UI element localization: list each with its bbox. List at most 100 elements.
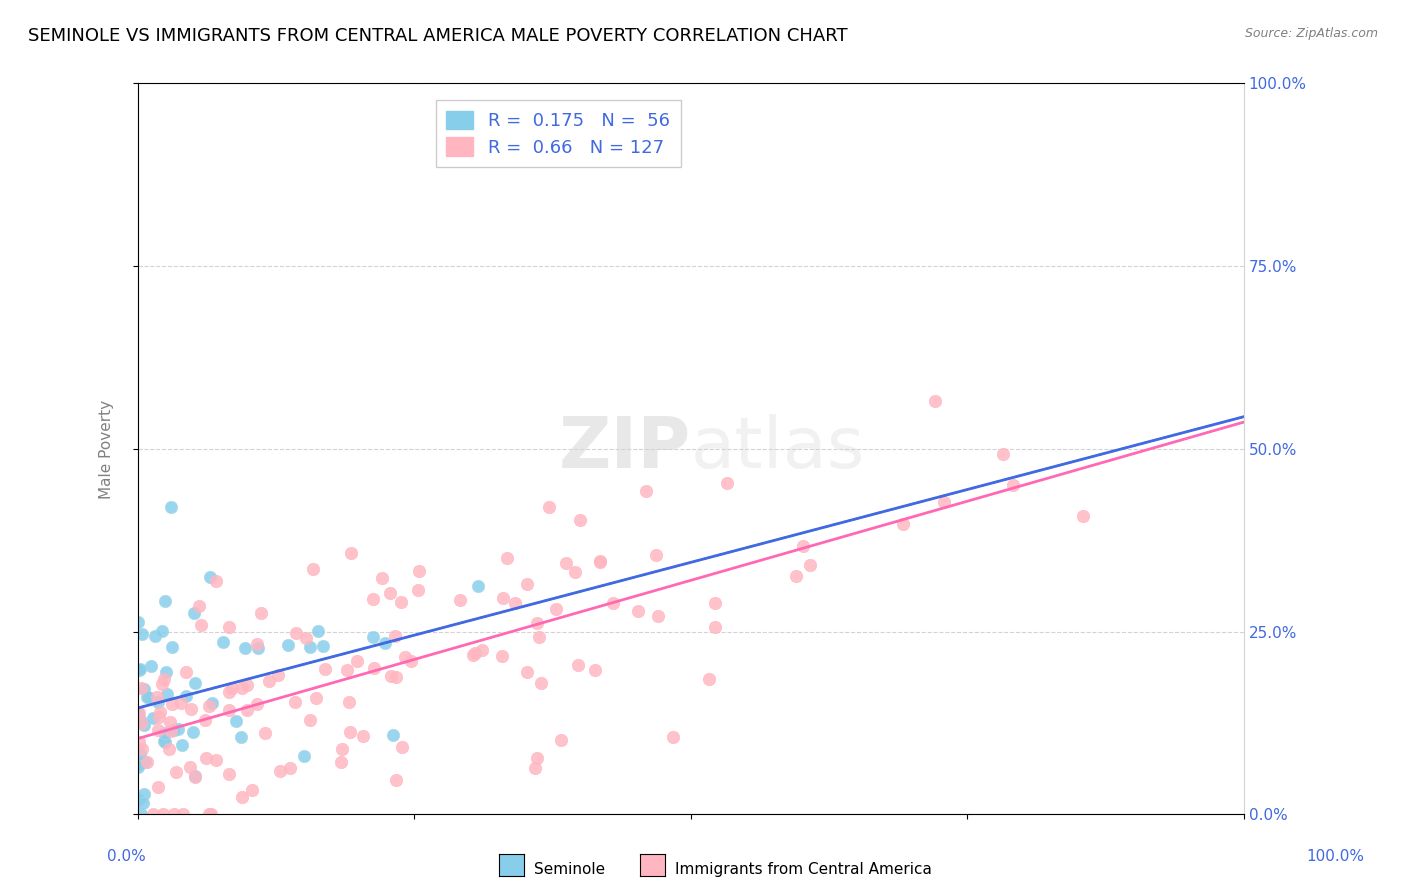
Point bbox=[194, 751, 217, 765]
Point bbox=[127, 615, 149, 630]
Point bbox=[174, 689, 197, 703]
Point bbox=[194, 713, 217, 727]
Point bbox=[277, 638, 299, 652]
Point bbox=[1001, 478, 1024, 492]
Point bbox=[180, 702, 202, 716]
Point bbox=[212, 635, 235, 649]
Point bbox=[166, 722, 188, 736]
Point bbox=[170, 696, 193, 710]
Point bbox=[128, 791, 150, 805]
Point bbox=[391, 594, 413, 608]
Point bbox=[491, 649, 513, 664]
Point bbox=[205, 574, 228, 588]
Point bbox=[200, 807, 222, 822]
Point bbox=[583, 663, 606, 677]
Point bbox=[229, 730, 252, 744]
Point bbox=[278, 761, 301, 775]
Point bbox=[127, 756, 149, 771]
Point bbox=[218, 766, 240, 780]
Point bbox=[602, 596, 624, 610]
Point bbox=[245, 697, 267, 711]
Point bbox=[160, 724, 183, 739]
Point bbox=[134, 681, 156, 696]
Point bbox=[537, 500, 560, 514]
Point bbox=[225, 714, 247, 729]
Text: SEMINOLE VS IMMIGRANTS FROM CENTRAL AMERICA MALE POVERTY CORRELATION CHART: SEMINOLE VS IMMIGRANTS FROM CENTRAL AMER… bbox=[28, 27, 848, 45]
Point bbox=[449, 593, 471, 607]
Point bbox=[128, 663, 150, 677]
Point bbox=[644, 548, 666, 562]
Point bbox=[491, 591, 513, 606]
Point bbox=[221, 681, 243, 696]
Point bbox=[148, 710, 170, 724]
Point bbox=[131, 681, 153, 695]
Point bbox=[235, 678, 257, 692]
Point bbox=[198, 807, 221, 822]
Point bbox=[131, 716, 153, 731]
Point bbox=[370, 571, 392, 585]
Point bbox=[246, 637, 269, 651]
Point bbox=[307, 624, 329, 639]
Point bbox=[503, 596, 526, 610]
Point bbox=[149, 705, 172, 719]
Point bbox=[697, 672, 720, 686]
Point bbox=[231, 681, 253, 696]
Point bbox=[159, 714, 181, 729]
Point bbox=[198, 699, 221, 714]
Point bbox=[1071, 508, 1094, 523]
Point bbox=[394, 650, 416, 665]
Text: Immigrants from Central America: Immigrants from Central America bbox=[675, 863, 932, 877]
Point bbox=[198, 570, 221, 584]
Point bbox=[569, 513, 592, 527]
Point bbox=[314, 662, 336, 676]
Point bbox=[131, 742, 153, 756]
Point bbox=[254, 725, 277, 739]
Text: Seminole: Seminole bbox=[534, 863, 606, 877]
Point bbox=[132, 717, 155, 731]
Point bbox=[461, 648, 484, 662]
Point bbox=[530, 676, 553, 690]
Point bbox=[544, 602, 567, 616]
Point bbox=[142, 711, 165, 725]
Point bbox=[496, 551, 519, 566]
Point bbox=[330, 755, 353, 769]
Point bbox=[150, 677, 173, 691]
Point bbox=[295, 631, 318, 645]
Point bbox=[792, 539, 814, 553]
Point bbox=[471, 642, 494, 657]
Point bbox=[127, 706, 149, 720]
Point bbox=[153, 593, 176, 607]
Point bbox=[127, 760, 149, 774]
Point bbox=[891, 517, 914, 532]
Point bbox=[129, 807, 152, 822]
Point bbox=[374, 636, 396, 650]
Point bbox=[627, 604, 650, 618]
Point bbox=[527, 630, 550, 644]
Point bbox=[703, 619, 725, 633]
Point bbox=[184, 676, 207, 690]
Point bbox=[136, 755, 159, 769]
Point bbox=[464, 646, 486, 660]
Point bbox=[131, 627, 153, 641]
Point bbox=[153, 734, 176, 748]
Point bbox=[564, 566, 586, 580]
Point bbox=[269, 764, 291, 778]
Point bbox=[378, 586, 401, 600]
Point bbox=[155, 725, 177, 739]
Point bbox=[384, 773, 406, 788]
Point bbox=[146, 780, 169, 794]
Point bbox=[132, 787, 155, 801]
Point bbox=[156, 687, 179, 701]
Point bbox=[153, 672, 176, 686]
Point bbox=[361, 591, 384, 606]
Point bbox=[399, 654, 422, 668]
Point bbox=[162, 697, 184, 711]
Point bbox=[467, 579, 489, 593]
Point bbox=[339, 546, 361, 560]
Point bbox=[339, 695, 361, 709]
Point bbox=[339, 725, 361, 739]
Point bbox=[127, 664, 149, 678]
Point bbox=[201, 696, 224, 710]
Point bbox=[143, 629, 166, 643]
Point bbox=[146, 696, 169, 710]
